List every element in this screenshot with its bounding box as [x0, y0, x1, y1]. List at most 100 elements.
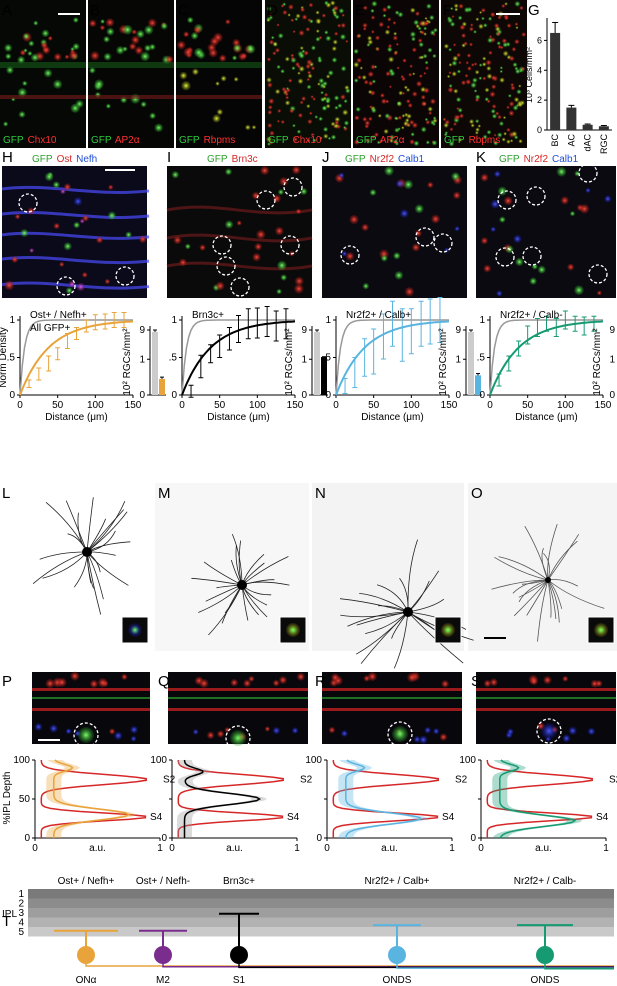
- axon: [85, 964, 614, 967]
- panel-label-K: K: [476, 149, 486, 166]
- cell: [407, 103, 413, 108]
- cell: [76, 282, 86, 292]
- layer-label: 3: [18, 908, 24, 919]
- cell: [458, 61, 462, 65]
- cell: [131, 35, 140, 45]
- cell: [315, 18, 322, 24]
- cell: [370, 64, 376, 70]
- cell: [232, 55, 238, 61]
- cell: [160, 22, 168, 30]
- panel-label-T: T: [2, 913, 11, 930]
- cell: [479, 11, 483, 14]
- cell: [464, 73, 469, 78]
- cell: [353, 48, 359, 54]
- ipl-layer: [28, 927, 614, 937]
- cell: [484, 87, 490, 93]
- cell: [432, 33, 436, 36]
- cell: [454, 7, 459, 12]
- ipl-band: [176, 95, 262, 99]
- cell: [514, 39, 520, 45]
- cell: [73, 196, 83, 206]
- dendrite: [537, 579, 549, 642]
- x-axis-label: a.u.: [535, 843, 552, 854]
- x-tick-label: 0: [478, 843, 484, 854]
- cell: [497, 132, 503, 138]
- cell: [503, 196, 513, 206]
- x-axis-label: Distance (μm): [515, 412, 577, 423]
- cell: [290, 18, 294, 22]
- cell: [506, 127, 511, 132]
- x-tick-label: AC: [566, 134, 576, 147]
- cell: [451, 60, 458, 66]
- cell: [339, 33, 346, 40]
- fit-curve: [489, 320, 604, 396]
- cell: [515, 26, 519, 30]
- highlight-circle: [283, 177, 303, 197]
- inset-y-tick-label: 1: [301, 354, 307, 365]
- cell: [424, 117, 429, 122]
- cell: [45, 678, 55, 689]
- cell: [116, 46, 125, 55]
- cell: [33, 20, 39, 26]
- panel-label-B: B: [90, 2, 100, 19]
- cell: [418, 42, 424, 48]
- cell: [224, 727, 231, 733]
- inset-y-tick-label: 0: [455, 390, 461, 401]
- cell: [456, 97, 462, 103]
- cell: [149, 112, 156, 120]
- x-tick-label: 100: [403, 400, 420, 411]
- cell: [490, 108, 496, 114]
- y-tick-label: 0: [24, 833, 30, 844]
- cell: [502, 42, 508, 48]
- cell: [293, 136, 298, 142]
- soma: [154, 946, 172, 964]
- cell: [331, 46, 337, 52]
- cell: [179, 258, 187, 267]
- cell: [429, 15, 435, 21]
- cell: [475, 131, 479, 135]
- cell: [406, 99, 411, 104]
- cell: [199, 244, 206, 251]
- cell: [393, 31, 397, 36]
- cell: [448, 63, 453, 67]
- ipl-band: [32, 708, 150, 711]
- cell: [506, 105, 510, 110]
- cell: [474, 70, 480, 75]
- cell: [489, 678, 498, 687]
- highlight-circle: [280, 235, 300, 255]
- cell: [322, 85, 326, 89]
- dendrite: [547, 579, 552, 618]
- cell: [100, 19, 105, 24]
- cell: [343, 99, 348, 104]
- cell: [81, 271, 88, 278]
- cell: [165, 55, 174, 64]
- cell: [389, 85, 392, 89]
- cell: [425, 120, 431, 125]
- inset-y-tick-label: 9: [455, 325, 461, 336]
- cell: [424, 21, 429, 26]
- cell: [41, 29, 50, 38]
- cell: [497, 186, 507, 196]
- cell: [82, 214, 90, 222]
- cell: [307, 73, 313, 79]
- cell: [560, 196, 569, 205]
- dendrite: [524, 525, 549, 581]
- cell: [324, 0, 329, 6]
- cell: [604, 195, 612, 203]
- cell: [401, 126, 405, 130]
- cell: [410, 7, 416, 13]
- target-cell: [78, 727, 94, 743]
- y-tick-label: .5: [7, 353, 16, 364]
- cell: [508, 94, 512, 98]
- cell-profile: [183, 759, 262, 838]
- cell: [448, 71, 452, 75]
- cell: [17, 55, 26, 64]
- cell: [487, 37, 493, 44]
- cell: [357, 75, 362, 80]
- cell: [279, 176, 289, 187]
- cell: [334, 31, 339, 36]
- cell: [369, 105, 373, 109]
- cell: [494, 26, 501, 32]
- cell: [384, 166, 394, 176]
